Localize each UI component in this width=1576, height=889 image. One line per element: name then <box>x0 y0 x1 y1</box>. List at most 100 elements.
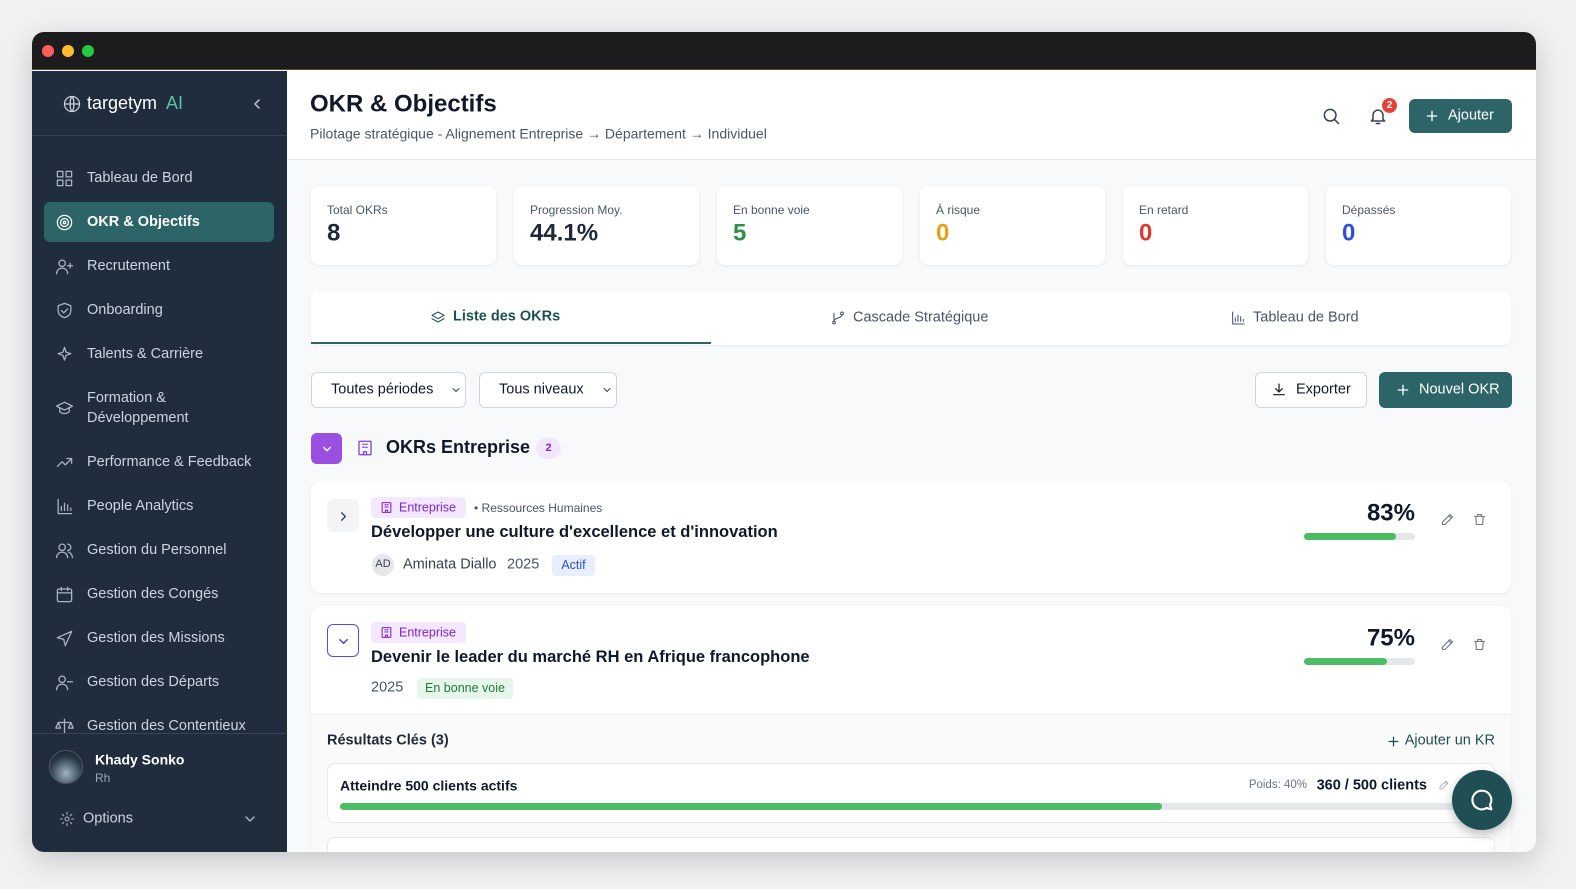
nav-label: Performance & Feedback <box>87 454 252 470</box>
icon-shape <box>56 630 73 646</box>
icon-trash <box>1473 638 1485 650</box>
icon-edit <box>1441 513 1453 525</box>
export-label: Exporter <box>1296 381 1351 398</box>
icon-shape <box>322 446 331 451</box>
nav-item[interactable]: OKR & Objectifs <box>44 202 274 242</box>
tab-label: Cascade Stratégique <box>853 309 989 326</box>
group-count: 2 <box>536 438 561 459</box>
okr-toggle[interactable] <box>327 624 359 657</box>
icon-chevr <box>340 511 346 521</box>
select-label: Tous niveaux <box>499 381 584 398</box>
stat-label: Total OKRs <box>327 202 388 217</box>
icon-shape <box>1473 638 1485 650</box>
icon-chevd <box>322 446 331 451</box>
icon-shield <box>57 302 72 318</box>
stat-card <box>717 186 902 265</box>
icon-shape <box>1439 780 1449 790</box>
icon-shape <box>245 816 255 822</box>
icon-shape <box>56 178 64 186</box>
icon-shape <box>56 587 73 602</box>
okr-toggle[interactable] <box>327 499 359 532</box>
stat-label: Progression Moy. <box>530 202 623 217</box>
kr-card <box>327 837 1495 852</box>
progress-label: 83% <box>1366 499 1415 527</box>
add-kr-button[interactable]: Ajouter un KR <box>1404 732 1495 749</box>
icon-chat <box>1471 789 1493 811</box>
icon-scale <box>55 718 74 733</box>
window-control[interactable] <box>82 45 94 57</box>
progress-label: 75% <box>1366 624 1415 652</box>
status-badge: Actif <box>552 555 595 576</box>
icon-shape <box>1471 789 1493 811</box>
icon-shape <box>55 543 74 558</box>
icon-shape <box>64 816 70 822</box>
nav-item[interactable]: Talents & Carrière <box>44 334 274 374</box>
stat-card <box>1123 186 1308 265</box>
stat-card <box>920 186 1105 265</box>
new-okr-label: Nouvel OKR <box>1419 381 1500 398</box>
icon-shape <box>58 259 66 267</box>
nav-item[interactable]: Gestion des Départs <box>44 662 274 702</box>
notification-badge[interactable]: 2 <box>1381 97 1398 114</box>
nav-item[interactable]: Onboarding <box>44 290 274 330</box>
icon-plus <box>1397 384 1409 396</box>
level-badge <box>371 622 466 643</box>
window-control[interactable] <box>42 45 54 57</box>
brand-name: targetym <box>87 93 158 114</box>
stat-label: En retard <box>1139 202 1189 217</box>
add-button[interactable] <box>1409 99 1512 133</box>
stat-card <box>311 186 496 265</box>
status-badge: En bonne voie <box>417 678 513 699</box>
nav-item[interactable]: Gestion des Contentieux <box>44 706 274 733</box>
okr-year: 2025 <box>507 556 540 573</box>
select[interactable] <box>311 372 466 408</box>
page-subtitle: Pilotage stratégique - Alignement Entrep… <box>310 125 767 142</box>
icon-chevl <box>254 99 260 109</box>
nav-item[interactable]: Tableau de Bord <box>44 158 274 198</box>
icon-shape <box>833 312 843 322</box>
nav-item[interactable]: Formation & Développement <box>44 378 274 438</box>
nav-label: Talents & Carrière <box>87 346 204 362</box>
icon-shape <box>58 543 66 551</box>
icon-shape <box>603 388 611 392</box>
user-name[interactable]: Khady Sonko <box>95 751 185 768</box>
group-toggle[interactable] <box>311 433 342 464</box>
icon-target <box>56 214 73 230</box>
nav-item[interactable]: Gestion des Missions <box>44 618 274 658</box>
stat-value: 0 <box>936 219 950 247</box>
nav-item[interactable]: Recrutement <box>44 246 274 286</box>
nav-item[interactable]: Gestion du Personnel <box>44 530 274 570</box>
icon-shape <box>56 170 64 178</box>
nav-item[interactable]: People Analytics <box>44 486 274 526</box>
key-results-title: Résultats Clés (3) <box>327 732 449 749</box>
progress-fill <box>1304 533 1397 540</box>
icon-shape <box>60 307 69 314</box>
icon-shape <box>58 675 66 683</box>
kr-weight: Poids: 40% <box>1248 779 1307 792</box>
icon-edit <box>1441 638 1453 650</box>
icon-shape <box>62 220 67 224</box>
icon-userplus <box>55 259 74 274</box>
icon-shape <box>383 629 389 638</box>
icon-cal <box>56 586 73 602</box>
window-control[interactable] <box>62 45 74 57</box>
icon-shape <box>55 401 74 411</box>
tab-indicator <box>311 342 711 344</box>
icon-shape <box>1388 736 1398 746</box>
stat-label: À risque <box>936 202 981 217</box>
kr-card <box>327 763 1495 823</box>
nav-item[interactable]: Performance & Feedback <box>44 442 274 482</box>
export-button[interactable] <box>1255 372 1367 408</box>
chat-button[interactable] <box>1452 770 1512 830</box>
icon-download <box>1273 383 1285 396</box>
icon-shape <box>381 627 391 638</box>
icon-shape <box>1444 781 1448 785</box>
options-label[interactable]: Options <box>83 810 133 827</box>
icon-globe <box>63 95 81 113</box>
nav-item[interactable]: Gestion des Congés <box>44 574 274 614</box>
nav-label: Recrutement <box>87 258 171 274</box>
icon-spark <box>57 346 72 361</box>
select[interactable] <box>479 372 617 408</box>
icon-shape <box>55 262 74 274</box>
